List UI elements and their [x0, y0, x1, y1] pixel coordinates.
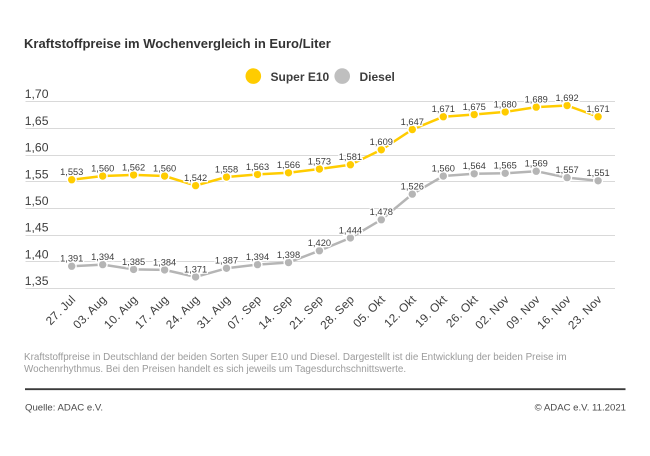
svg-text:1,60: 1,60 [25, 141, 49, 155]
svg-text:1,398: 1,398 [277, 250, 300, 260]
svg-text:1,692: 1,692 [555, 93, 578, 103]
svg-text:1,70: 1,70 [25, 87, 49, 101]
svg-text:1,671: 1,671 [586, 104, 609, 114]
svg-text:24. Aug: 24. Aug [163, 292, 202, 331]
svg-text:Kraftstoffpreise in Deutschlan: Kraftstoffpreise in Deutschland der beid… [24, 352, 567, 363]
svg-text:05. Okt: 05. Okt [350, 292, 388, 330]
svg-text:03. Aug: 03. Aug [70, 292, 109, 331]
svg-text:1,565: 1,565 [494, 161, 517, 171]
svg-text:1,526: 1,526 [401, 182, 424, 192]
svg-text:1,560: 1,560 [153, 163, 176, 173]
svg-text:1,444: 1,444 [339, 225, 362, 235]
svg-text:1,671: 1,671 [432, 104, 455, 114]
svg-text:1,391: 1,391 [60, 254, 83, 264]
svg-text:Quelle: ADAC e.V.: Quelle: ADAC e.V. [25, 403, 103, 414]
svg-text:1,557: 1,557 [555, 165, 578, 175]
svg-text:1,394: 1,394 [246, 252, 269, 262]
svg-text:© ADAC e.V. 11.2021: © ADAC e.V. 11.2021 [535, 403, 626, 414]
svg-text:1,563: 1,563 [246, 162, 269, 172]
svg-text:1,371: 1,371 [184, 264, 207, 274]
svg-text:1,478: 1,478 [370, 207, 393, 217]
svg-text:1,385: 1,385 [122, 257, 145, 267]
svg-text:10. Aug: 10. Aug [101, 292, 140, 331]
svg-text:Wochenrhythmus. Bei den Preise: Wochenrhythmus. Bei den Preisen handelt … [24, 364, 406, 375]
svg-text:1,581: 1,581 [339, 152, 362, 162]
svg-text:1,566: 1,566 [277, 160, 300, 170]
svg-text:1,569: 1,569 [525, 159, 548, 169]
svg-text:Kraftstoffpreise im Wochenverg: Kraftstoffpreise im Wochenvergleich in E… [24, 36, 331, 51]
svg-text:1,542: 1,542 [184, 173, 207, 183]
svg-text:1,40: 1,40 [25, 247, 49, 261]
svg-text:1,45: 1,45 [25, 221, 49, 235]
svg-text:1,609: 1,609 [370, 137, 393, 147]
svg-text:1,689: 1,689 [525, 95, 548, 105]
svg-text:1,420: 1,420 [308, 238, 331, 248]
svg-text:1,560: 1,560 [91, 163, 114, 173]
svg-text:Super E10: Super E10 [271, 70, 330, 84]
svg-text:1,35: 1,35 [25, 274, 49, 288]
svg-text:Diesel: Diesel [360, 70, 395, 84]
svg-text:1,394: 1,394 [91, 252, 114, 262]
svg-text:1,384: 1,384 [153, 257, 176, 267]
svg-text:23. Nov: 23. Nov [565, 292, 605, 332]
svg-text:1,55: 1,55 [25, 167, 49, 181]
svg-text:1,560: 1,560 [432, 163, 455, 173]
svg-text:1,675: 1,675 [463, 102, 486, 112]
svg-text:17. Aug: 17. Aug [132, 292, 171, 331]
svg-text:1,551: 1,551 [586, 168, 609, 178]
svg-text:1,562: 1,562 [122, 162, 145, 172]
svg-text:1,65: 1,65 [25, 114, 49, 128]
svg-text:1,564: 1,564 [463, 161, 486, 171]
svg-text:1,387: 1,387 [215, 256, 238, 266]
svg-text:1,558: 1,558 [215, 164, 238, 174]
svg-text:19. Okt: 19. Okt [412, 292, 450, 330]
svg-text:1,647: 1,647 [401, 117, 424, 127]
svg-text:1,573: 1,573 [308, 156, 331, 166]
svg-text:12. Okt: 12. Okt [381, 292, 419, 330]
svg-text:1,553: 1,553 [60, 167, 83, 177]
svg-text:1,50: 1,50 [25, 194, 49, 208]
svg-text:1,680: 1,680 [494, 99, 517, 109]
svg-text:28. Sep: 28. Sep [317, 292, 357, 332]
